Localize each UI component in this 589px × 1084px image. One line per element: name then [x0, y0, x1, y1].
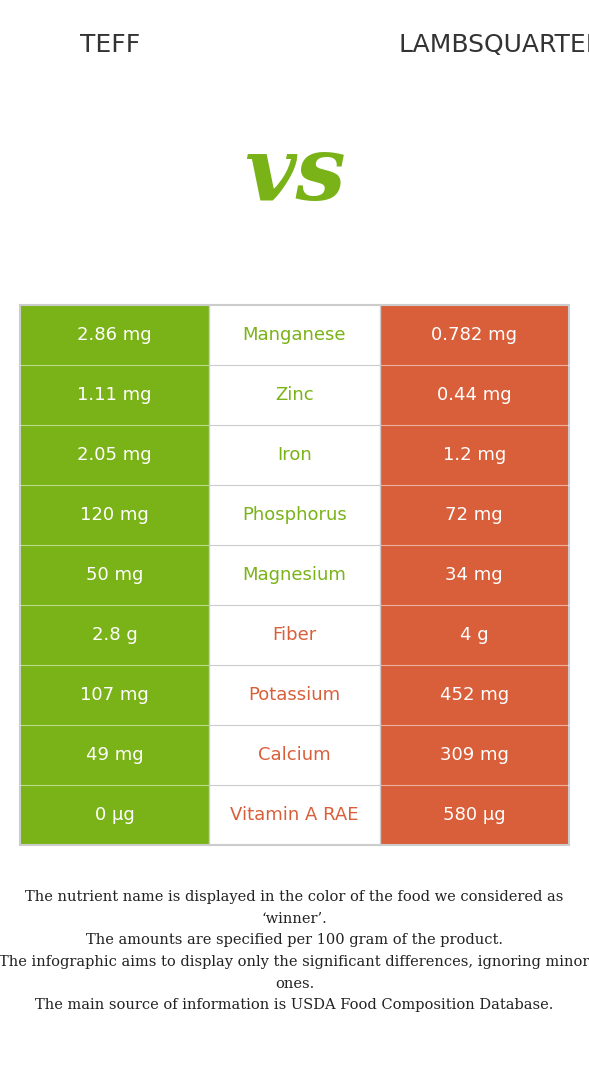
Text: Fiber: Fiber: [272, 625, 317, 644]
Text: 0.44 mg: 0.44 mg: [437, 386, 512, 404]
Text: 50 mg: 50 mg: [86, 566, 143, 584]
Text: 0.782 mg: 0.782 mg: [431, 326, 517, 344]
Text: 1.11 mg: 1.11 mg: [77, 386, 152, 404]
Text: Manganese: Manganese: [243, 326, 346, 344]
Text: Zinc: Zinc: [275, 386, 314, 404]
Text: 452 mg: 452 mg: [440, 686, 509, 704]
Text: 120 mg: 120 mg: [80, 506, 149, 524]
Bar: [20, 664, 210, 725]
Bar: [20, 785, 210, 846]
Text: The nutrient name is displayed in the color of the food we considered as
‘winner: The nutrient name is displayed in the co…: [0, 890, 589, 1012]
Text: 2.05 mg: 2.05 mg: [77, 446, 152, 464]
Bar: [210, 305, 379, 365]
Bar: [379, 365, 569, 425]
Bar: [20, 425, 210, 485]
Text: 0 μg: 0 μg: [95, 806, 134, 824]
Text: 72 mg: 72 mg: [445, 506, 503, 524]
Bar: [20, 305, 569, 846]
Text: 1.2 mg: 1.2 mg: [443, 446, 506, 464]
Bar: [379, 664, 569, 725]
Text: 2.8 g: 2.8 g: [92, 625, 138, 644]
Bar: [379, 725, 569, 785]
Text: 34 mg: 34 mg: [445, 566, 503, 584]
Bar: [20, 605, 210, 664]
Text: 309 mg: 309 mg: [440, 746, 509, 764]
Bar: [210, 725, 379, 785]
Bar: [379, 485, 569, 545]
Text: Vitamin A RAE: Vitamin A RAE: [230, 806, 359, 824]
Text: LAMBSQUARTERS: LAMBSQUARTERS: [399, 33, 589, 57]
Text: Iron: Iron: [277, 446, 312, 464]
Text: Calcium: Calcium: [258, 746, 331, 764]
Bar: [379, 305, 569, 365]
Bar: [210, 545, 379, 605]
Bar: [20, 365, 210, 425]
Text: Phosphorus: Phosphorus: [242, 506, 347, 524]
Text: 4 g: 4 g: [460, 625, 489, 644]
Text: 107 mg: 107 mg: [80, 686, 149, 704]
Text: Potassium: Potassium: [249, 686, 340, 704]
Text: 580 μg: 580 μg: [443, 806, 505, 824]
Text: 2.86 mg: 2.86 mg: [77, 326, 152, 344]
Bar: [20, 305, 210, 365]
Text: Magnesium: Magnesium: [243, 566, 346, 584]
Bar: [20, 485, 210, 545]
Bar: [210, 365, 379, 425]
Bar: [210, 485, 379, 545]
Bar: [210, 664, 379, 725]
Bar: [20, 545, 210, 605]
Bar: [210, 425, 379, 485]
Bar: [20, 725, 210, 785]
Bar: [379, 605, 569, 664]
Bar: [379, 785, 569, 846]
Text: TEFF: TEFF: [80, 33, 140, 57]
Bar: [210, 785, 379, 846]
Bar: [379, 425, 569, 485]
Text: vs: vs: [244, 132, 345, 218]
Bar: [379, 545, 569, 605]
Text: 49 mg: 49 mg: [86, 746, 144, 764]
Bar: [210, 605, 379, 664]
